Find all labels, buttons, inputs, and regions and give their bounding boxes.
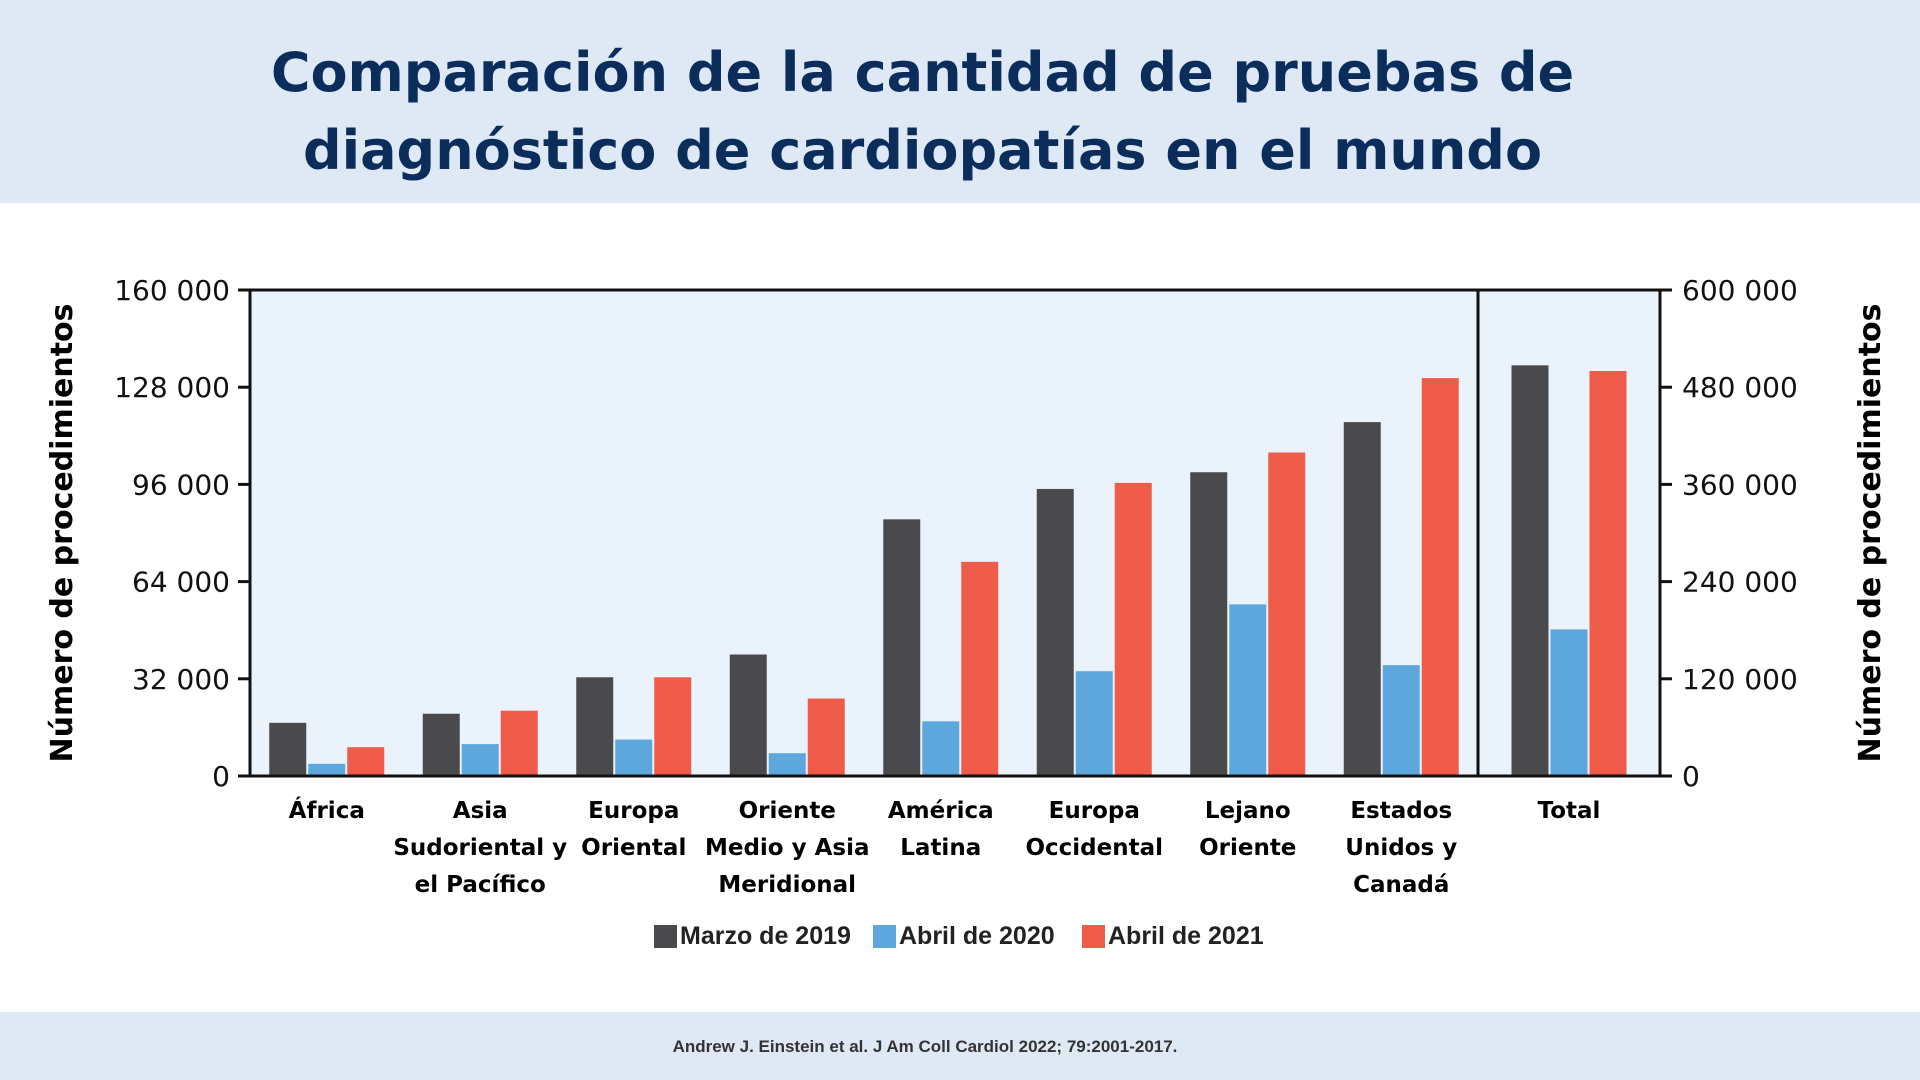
category-label-line: Oriente bbox=[739, 798, 836, 824]
bar-oriente-medio-y-asia-meridional-2 bbox=[768, 753, 806, 776]
category-label-line: Latina bbox=[900, 835, 981, 861]
left-tick-label: 32 000 bbox=[132, 663, 230, 696]
bar-europa-occidental-3 bbox=[1114, 482, 1152, 776]
chart-legend: Marzo de 2019 Abril de 2020 Abril de 2021 bbox=[0, 921, 1920, 951]
citation: Andrew J. Einstein et al. J Am Coll Card… bbox=[672, 1037, 1178, 1056]
category-label: Oriente Medio y Asia Meridional bbox=[705, 798, 870, 898]
right-tick-label: 240 000 bbox=[1682, 566, 1798, 599]
bar-total-3 bbox=[1589, 371, 1627, 776]
right-tick-label: 480 000 bbox=[1682, 371, 1798, 404]
bar-estados-unidos-y-canadá-2 bbox=[1382, 665, 1420, 776]
category-label-line: el Pacífico bbox=[415, 872, 546, 898]
right-tick-label: 120 000 bbox=[1682, 663, 1798, 696]
right-tick-label: 360 000 bbox=[1682, 468, 1798, 501]
bar-américa-latina-2 bbox=[922, 721, 960, 776]
bar-oriente-medio-y-asia-meridional-3 bbox=[807, 698, 845, 776]
category-label-line: Sudoriental y bbox=[393, 835, 567, 861]
bar-chart: África Asia Sudoriental y el Pacífico Europa… bbox=[45, 274, 1888, 898]
bar-asia-sudoriental-y-el-pacífico-1 bbox=[422, 713, 460, 776]
category-label-line: Canadá bbox=[1353, 872, 1449, 898]
chart-title-line-1: Comparación de la cantidad de pruebas de bbox=[270, 41, 1575, 104]
category-label-line: Total bbox=[1538, 798, 1601, 824]
bar-estados-unidos-y-canadá-3 bbox=[1421, 378, 1459, 776]
category-label-line: Meridional bbox=[718, 872, 856, 898]
category-label-line: Medio y Asia bbox=[705, 835, 870, 861]
category-label: Lejano Oriente bbox=[1199, 798, 1296, 861]
bar-europa-oriental-2 bbox=[615, 739, 653, 776]
category-label-line: América bbox=[888, 798, 994, 824]
left-axis-title: Número de procedimientos bbox=[45, 303, 80, 762]
category-label: Asia Sudoriental y el Pacífico bbox=[393, 798, 567, 898]
left-tick-label: 0 bbox=[212, 760, 230, 793]
left-tick-label: 64 000 bbox=[132, 566, 230, 599]
right-tick-label: 600 000 bbox=[1682, 274, 1798, 307]
left-tick-label: 160 000 bbox=[114, 274, 230, 307]
category-label-line: Oriente bbox=[1199, 835, 1296, 861]
legend-swatch bbox=[873, 924, 896, 948]
bar-oriente-medio-y-asia-meridional-1 bbox=[729, 654, 767, 776]
bar-lejano-oriente-2 bbox=[1229, 604, 1267, 776]
legend-item: Abril de 2020 bbox=[873, 921, 1055, 951]
legend-label: Abril de 2021 bbox=[1108, 921, 1264, 950]
category-label: Europa Oriental bbox=[581, 798, 686, 861]
bar-europa-oriental-1 bbox=[576, 677, 614, 776]
bar-américa-latina-1 bbox=[883, 519, 921, 776]
legend-label: Abril de 2020 bbox=[899, 921, 1055, 950]
bar-total-2 bbox=[1550, 629, 1588, 776]
bar-américa-latina-3 bbox=[961, 561, 999, 776]
chart-title-line-2: diagnóstico de cardiopatías en el mundo bbox=[302, 119, 1543, 182]
category-label: Total bbox=[1538, 798, 1601, 824]
right-tick-label: 0 bbox=[1682, 760, 1700, 793]
category-label-line: Asia bbox=[453, 798, 508, 824]
legend-swatch bbox=[654, 924, 677, 948]
footer-band bbox=[0, 1012, 1920, 1080]
legend-item: Marzo de 2019 bbox=[654, 921, 851, 951]
bar-europa-occidental-2 bbox=[1075, 671, 1113, 776]
legend-swatch bbox=[1082, 924, 1105, 948]
category-label: África bbox=[289, 796, 365, 824]
right-axis-title: Número de procedimientos bbox=[1853, 303, 1888, 762]
category-label-line: Occidental bbox=[1025, 835, 1163, 861]
left-tick-label: 128 000 bbox=[114, 371, 230, 404]
bar-estados-unidos-y-canadá-1 bbox=[1343, 422, 1381, 776]
category-label-line: Europa bbox=[588, 798, 679, 824]
bar-lejano-oriente-3 bbox=[1268, 452, 1306, 776]
category-label: Estados Unidos y Canadá bbox=[1345, 798, 1457, 898]
category-label-line: Unidos y bbox=[1345, 835, 1457, 861]
bar-lejano-oriente-1 bbox=[1190, 472, 1228, 776]
chart-title: Comparación de la cantidad de pruebas de… bbox=[0, 34, 1845, 190]
category-label-line: Europa bbox=[1049, 798, 1140, 824]
bar-áfrica-1 bbox=[269, 722, 307, 776]
bar-asia-sudoriental-y-el-pacífico-3 bbox=[500, 710, 538, 776]
left-tick-label: 96 000 bbox=[132, 468, 230, 501]
bar-europa-oriental-3 bbox=[654, 677, 692, 776]
category-label: Europa Occidental bbox=[1025, 798, 1163, 861]
legend-item: Abril de 2021 bbox=[1082, 921, 1264, 951]
legend-label: Marzo de 2019 bbox=[680, 921, 851, 950]
bar-áfrica-2 bbox=[308, 763, 346, 776]
header-band bbox=[0, 0, 1920, 203]
category-label-line: África bbox=[289, 796, 365, 824]
bar-europa-occidental-1 bbox=[1036, 488, 1074, 776]
bar-total-1 bbox=[1511, 365, 1549, 776]
bar-áfrica-3 bbox=[347, 747, 385, 776]
category-label-line: Estados bbox=[1350, 798, 1452, 824]
category-label-line: Lejano bbox=[1205, 798, 1291, 824]
category-label: América Latina bbox=[888, 798, 994, 861]
bar-asia-sudoriental-y-el-pacífico-2 bbox=[461, 744, 499, 776]
category-label-line: Oriental bbox=[581, 835, 686, 861]
